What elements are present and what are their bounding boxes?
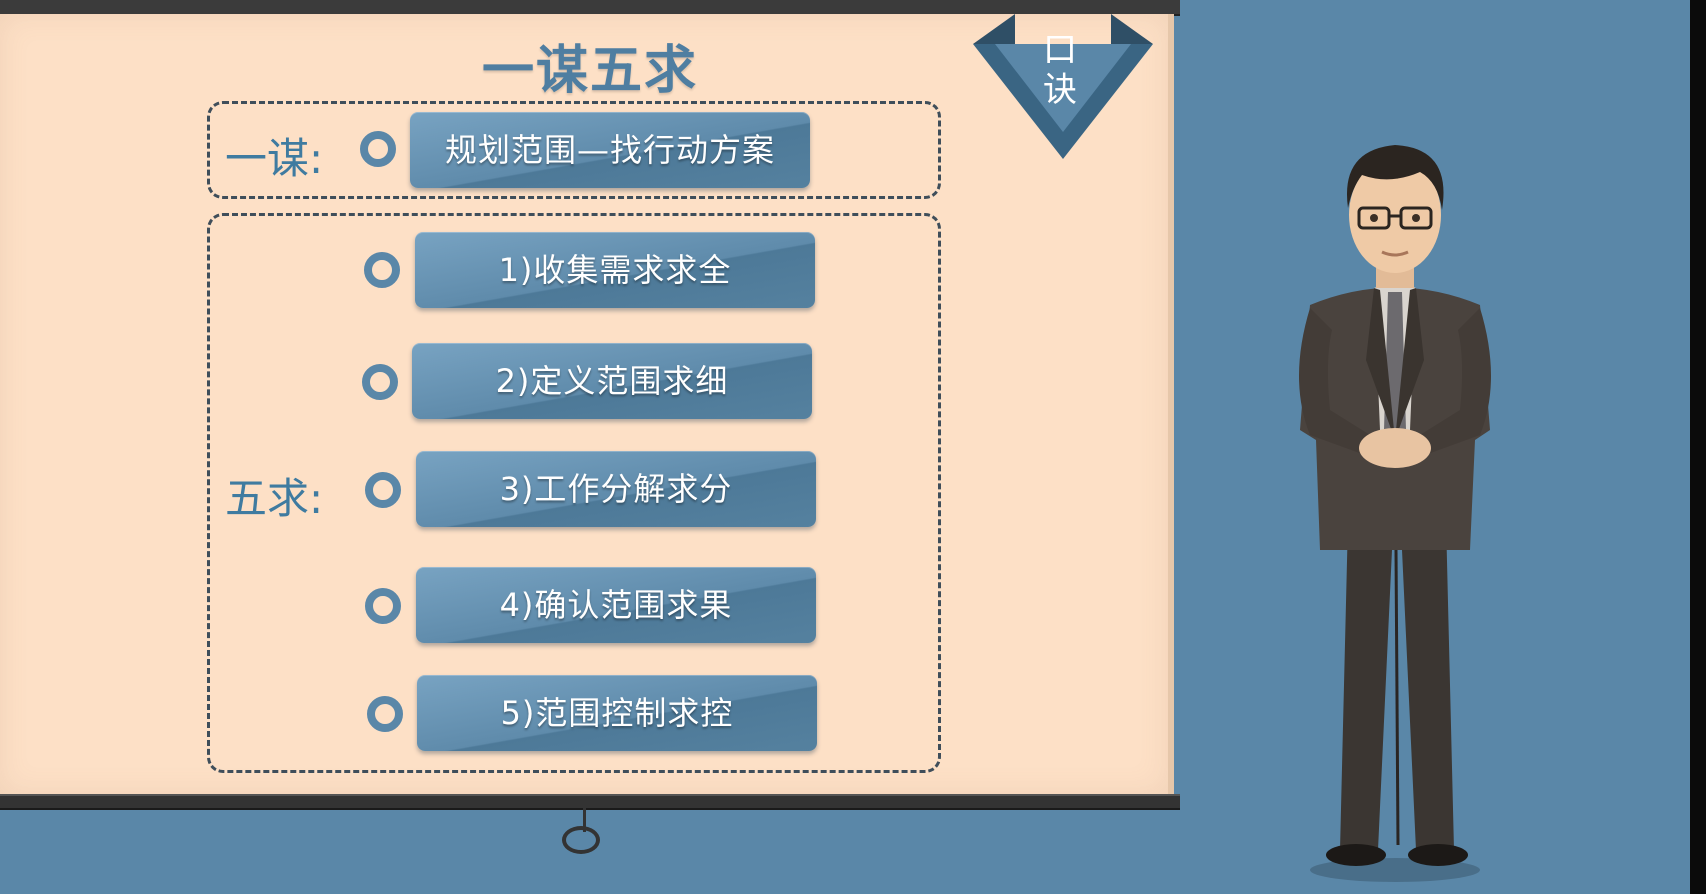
seek-item-4-button[interactable]: 4)确认范围求果 xyxy=(416,567,816,643)
seek-group-box xyxy=(207,213,941,773)
circle-bullet-icon xyxy=(367,696,403,732)
pull-ring xyxy=(562,826,600,854)
seek-item-2-button[interactable]: 2)定义范围求细 xyxy=(412,343,812,419)
plan-item-button[interactable]: 规划范围—找行动方案 xyxy=(410,112,810,188)
presenter-figure xyxy=(1299,145,1491,882)
right-edge-bar xyxy=(1690,0,1706,894)
circle-bullet-icon xyxy=(364,252,400,288)
seek-item-5-button[interactable]: 5)范围控制求控 xyxy=(417,675,817,751)
pull-cord xyxy=(583,808,586,832)
plan-label: 一谋: xyxy=(225,134,324,183)
pennant-label: 口诀 xyxy=(1043,30,1077,110)
seek-item-3-button[interactable]: 3)工作分解求分 xyxy=(416,451,816,527)
circle-bullet-icon xyxy=(362,364,398,400)
seek-label: 五求: xyxy=(225,474,324,523)
circle-bullet-icon xyxy=(365,588,401,624)
slide-title: 一谋五求 xyxy=(481,41,698,101)
plan-group-box xyxy=(207,101,941,199)
pennant-icon xyxy=(973,14,1153,159)
seek-item-1-button[interactable]: 1)收集需求求全 xyxy=(415,232,815,308)
screen-bottom-bar xyxy=(0,794,1180,810)
circle-bullet-icon xyxy=(365,472,401,508)
circle-bullet-icon xyxy=(360,131,396,167)
